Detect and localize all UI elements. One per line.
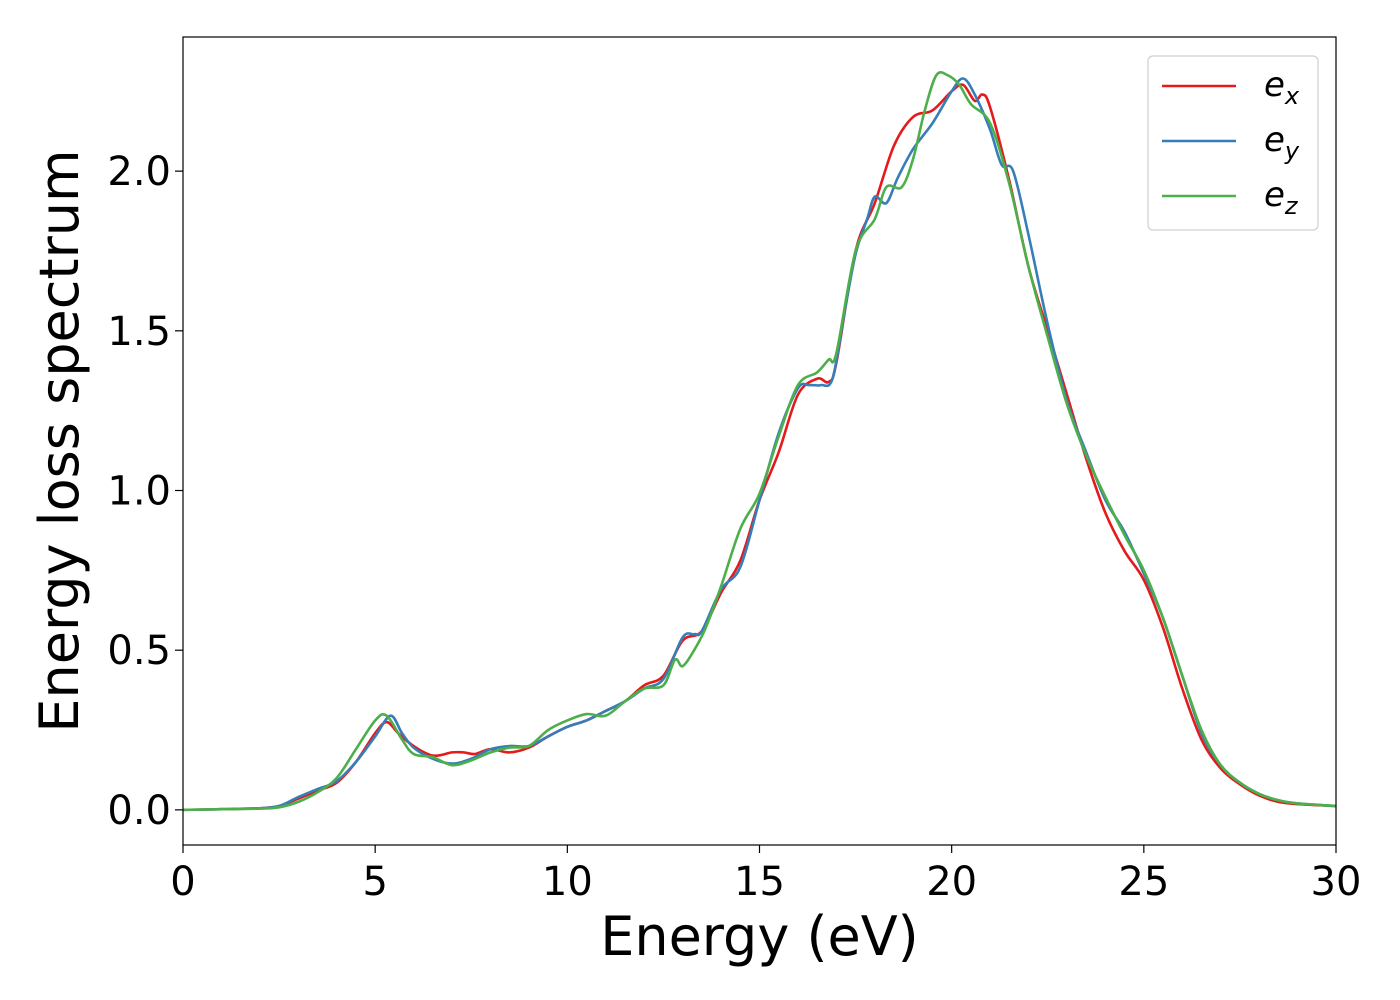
x-tick-label: 10	[542, 859, 593, 905]
legend-label-sub: z	[1284, 192, 1299, 220]
y-tick-label: 1.0	[107, 469, 171, 515]
legend-label-base: e	[1264, 120, 1285, 160]
y-tick-label: 0.0	[107, 788, 171, 834]
x-axis-label: Energy (eV)	[600, 905, 919, 968]
x-tick-label: 0	[170, 859, 195, 905]
y-tick-label: 1.5	[107, 309, 171, 355]
legend-box	[1147, 55, 1319, 231]
y-axis-ticks: 0.0 0.5 1.0 1.5 2.0	[107, 149, 183, 834]
x-tick-label: 15	[734, 859, 785, 905]
legend-label-sub: y	[1284, 137, 1300, 165]
y-axis-label: Energy loss spectrum	[28, 149, 91, 732]
x-axis-ticks: 0 5 10 15 20 25 30	[170, 845, 1361, 905]
x-tick-label: 25	[1118, 859, 1169, 905]
x-tick-label: 5	[362, 859, 387, 905]
legend-label-x: ex	[1264, 65, 1300, 110]
legend-label-sub: x	[1284, 82, 1300, 110]
y-tick-label: 2.0	[107, 149, 171, 195]
series-line-y	[183, 77, 1336, 812]
legend-label-base: e	[1264, 65, 1285, 105]
y-tick-label: 0.5	[107, 628, 171, 674]
x-tick-label: 20	[926, 859, 977, 905]
legend-label-y: ey	[1264, 120, 1300, 165]
legend-label-base: e	[1264, 175, 1285, 215]
series-line-z	[183, 71, 1336, 812]
legend-label-z: ez	[1264, 175, 1299, 220]
plot-lines	[183, 71, 1336, 812]
x-tick-label: 30	[1311, 859, 1362, 905]
